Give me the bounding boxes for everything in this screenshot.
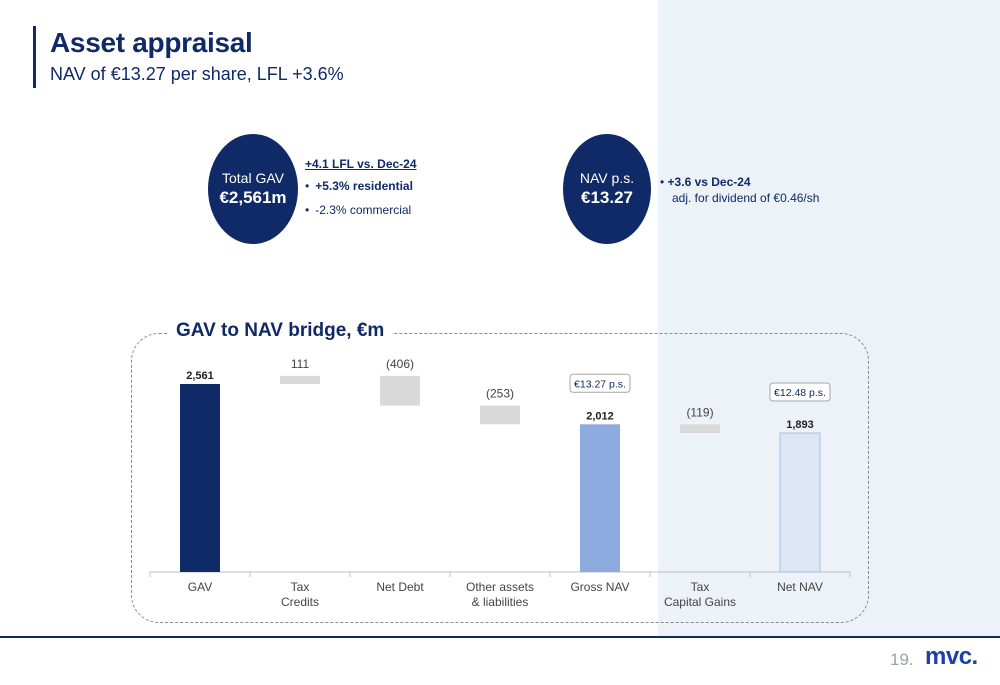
bridge-chart-title: GAV to NAV bridge, €m [168,320,393,342]
nav-kpi-circle: NAV p.s. €13.27 [563,134,651,244]
per-share-label-6: €12.48 p.s. [774,387,826,399]
gav-note-residential: • +5.3% residential [305,179,413,193]
category-label-5: Tax [691,580,710,594]
page-subtitle: NAV of €13.27 per share, LFL +3.6% [50,64,344,84]
nav-note-change: • +3.6 vs Dec-24 [660,175,751,189]
footer-divider [0,636,1000,638]
category-label-1: Credits [281,595,319,609]
category-label-0: GAV [188,580,212,594]
gav-notes-heading: +4.1 LFL vs. Dec-24 [305,157,417,171]
gav-kpi-label: Total GAV [222,170,284,186]
nav-notes: • +3.6 vs Dec-24 adj. for dividend of €0… [660,174,819,206]
bar-4 [580,424,620,572]
gav-kpi-circle: Total GAV €2,561m [208,134,298,244]
data-label-2: (406) [386,357,414,371]
company-logo: mvc. [925,643,978,670]
bridge-chart-frame [131,333,869,623]
data-label-6: 1,893 [786,419,814,431]
bar-3 [480,405,520,425]
category-label-4: Gross NAV [570,580,629,594]
bar-5 [680,424,720,434]
category-label-2: Net Debt [376,580,424,594]
gav-kpi-value: €2,561m [219,188,287,207]
data-label-3: (253) [486,387,514,401]
nav-kpi-label: NAV p.s. [579,170,635,186]
per-share-box-4 [569,373,631,393]
category-label-1: Tax [291,580,310,594]
page-title: Asset appraisal [50,27,253,58]
nav-kpi-value: €13.27 [581,188,633,207]
data-label-4: 2,012 [586,410,614,422]
category-label-3: Other assets [466,580,534,594]
right-panel-background [658,0,1000,637]
page-number: 19. [890,650,914,669]
data-label-1: 111 [291,357,310,371]
gav-notes: +4.1 LFL vs. Dec-24 • +5.3% residential •… [305,157,417,226]
nav-note-dividend: adj. for dividend of €0.46/sh [672,191,820,205]
data-label-5: (119) [686,405,713,419]
category-label-6: Net NAV [777,580,823,594]
category-label-3: & liabilities [472,595,529,609]
bar-6 [779,432,821,573]
bar-1 [280,375,320,384]
per-share-box-6 [769,382,831,402]
category-label-5: Capital Gains [664,595,736,609]
bar-0 [180,384,220,572]
per-share-label-4: €13.27 p.s. [574,378,626,390]
data-label-0: 2,561 [186,370,214,382]
title-accent-bar [33,26,36,88]
gav-note-commercial: • -2.3% commercial [305,203,412,217]
bar-2 [380,375,420,406]
